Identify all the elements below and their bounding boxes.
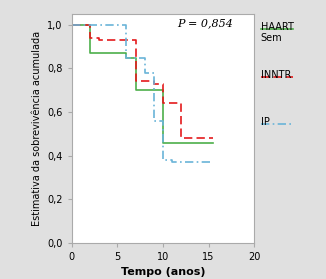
Text: IP: IP <box>261 117 270 127</box>
Text: HAART: HAART <box>261 22 294 32</box>
Y-axis label: Estimativa da sobrevivência acumulada: Estimativa da sobrevivência acumulada <box>32 31 42 226</box>
X-axis label: Tempo (anos): Tempo (anos) <box>121 267 205 277</box>
Text: P = 0,854: P = 0,854 <box>178 18 233 28</box>
Text: INNTR: INNTR <box>261 70 291 80</box>
Text: Sem: Sem <box>261 33 282 44</box>
